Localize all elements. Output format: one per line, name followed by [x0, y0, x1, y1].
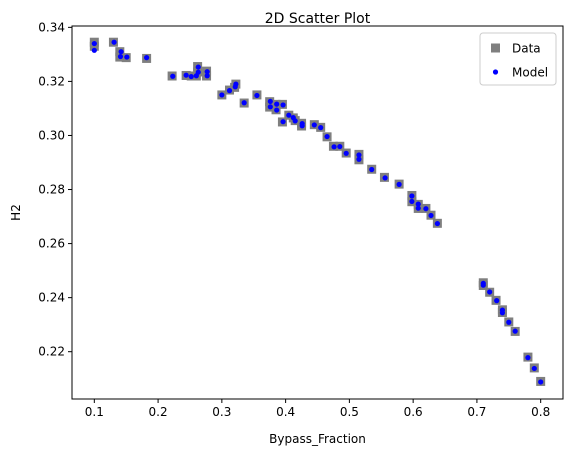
- y-tick-label: 0.30: [38, 128, 65, 142]
- model-point: [415, 205, 421, 211]
- model-point: [409, 198, 415, 205]
- model-point: [331, 144, 337, 150]
- model-point: [299, 123, 305, 129]
- x-axis: 0.1 0.2 0.3 0.4 0.5 0.6 0.7 0.8: [85, 399, 550, 419]
- x-tick-label: 0.2: [149, 405, 168, 419]
- model-point: [274, 107, 280, 113]
- model-point: [369, 166, 375, 173]
- x-tick-label: 0.3: [212, 405, 231, 419]
- legend-model-marker: [492, 69, 499, 75]
- y-tick-label: 0.32: [38, 74, 65, 88]
- model-point: [356, 156, 362, 162]
- model-point: [487, 289, 493, 295]
- model-point: [480, 282, 486, 288]
- legend-model-label: Model: [512, 66, 548, 80]
- legend: Data Model: [479, 32, 557, 86]
- x-tick-label: 0.4: [276, 405, 295, 419]
- model-point: [494, 298, 500, 304]
- model-point: [396, 181, 402, 187]
- model-point: [124, 54, 130, 60]
- model-point: [286, 112, 292, 118]
- model-point: [280, 102, 286, 108]
- data-point: [89, 41, 99, 51]
- x-axis-label: Bypass_Fraction: [269, 432, 366, 446]
- plot-frame: [71, 25, 564, 400]
- model-point: [434, 220, 440, 227]
- model-point: [538, 379, 544, 385]
- model-point: [183, 72, 189, 78]
- model-point: [525, 355, 531, 361]
- model-point: [91, 47, 97, 53]
- model-point: [226, 87, 233, 94]
- model-point: [499, 310, 506, 316]
- model-point: [233, 81, 239, 87]
- model-point: [170, 73, 176, 79]
- model-point: [144, 55, 150, 61]
- model-point: [409, 193, 415, 199]
- model-point: [267, 98, 273, 105]
- y-axis-label: H2: [9, 204, 23, 221]
- chart-title: 2D Scatter Plot: [265, 11, 371, 27]
- model-point: [204, 69, 210, 75]
- legend-data-marker: [491, 43, 500, 53]
- model-point: [111, 39, 117, 45]
- y-tick-label: 0.22: [38, 345, 65, 359]
- model-point: [188, 73, 194, 80]
- y-axis: 0.22 0.24 0.26 0.28 0.30 0.32 0.34: [38, 20, 72, 359]
- model-point: [241, 100, 247, 106]
- model-point: [318, 125, 324, 131]
- model-point: [274, 101, 280, 107]
- x-tick-label: 0.7: [467, 405, 486, 419]
- x-tick-label: 0.8: [531, 405, 550, 419]
- y-tick-label: 0.24: [38, 291, 65, 305]
- model-point: [506, 319, 512, 325]
- model-point: [311, 122, 317, 128]
- y-tick-label: 0.26: [38, 237, 65, 251]
- legend-data-label: Data: [512, 42, 541, 56]
- model-point: [267, 104, 273, 110]
- y-tick-label: 0.28: [38, 183, 65, 197]
- model-point: [118, 49, 124, 55]
- model-point: [117, 53, 124, 60]
- model-point: [428, 212, 434, 219]
- model-point: [91, 40, 97, 47]
- x-tick-label: 0.5: [340, 405, 359, 419]
- model-point: [531, 365, 537, 372]
- model-point: [195, 64, 201, 70]
- model-point: [204, 73, 210, 79]
- model-point: [415, 201, 421, 207]
- model-point: [292, 118, 298, 124]
- model-point: [423, 206, 429, 212]
- model-point: [337, 143, 343, 150]
- model-point: [356, 152, 362, 158]
- model-point: [195, 69, 201, 75]
- y-tick-label: 0.34: [38, 20, 65, 34]
- model-point: [219, 92, 225, 98]
- model-point: [343, 150, 349, 156]
- model-point: [512, 328, 518, 334]
- model-point: [254, 92, 260, 99]
- model-point: [280, 119, 286, 125]
- x-tick-label: 0.6: [404, 405, 423, 419]
- model-point: [324, 133, 330, 140]
- plot-marks: [89, 37, 546, 386]
- x-tick-label: 0.1: [85, 405, 104, 419]
- model-point: [382, 175, 388, 181]
